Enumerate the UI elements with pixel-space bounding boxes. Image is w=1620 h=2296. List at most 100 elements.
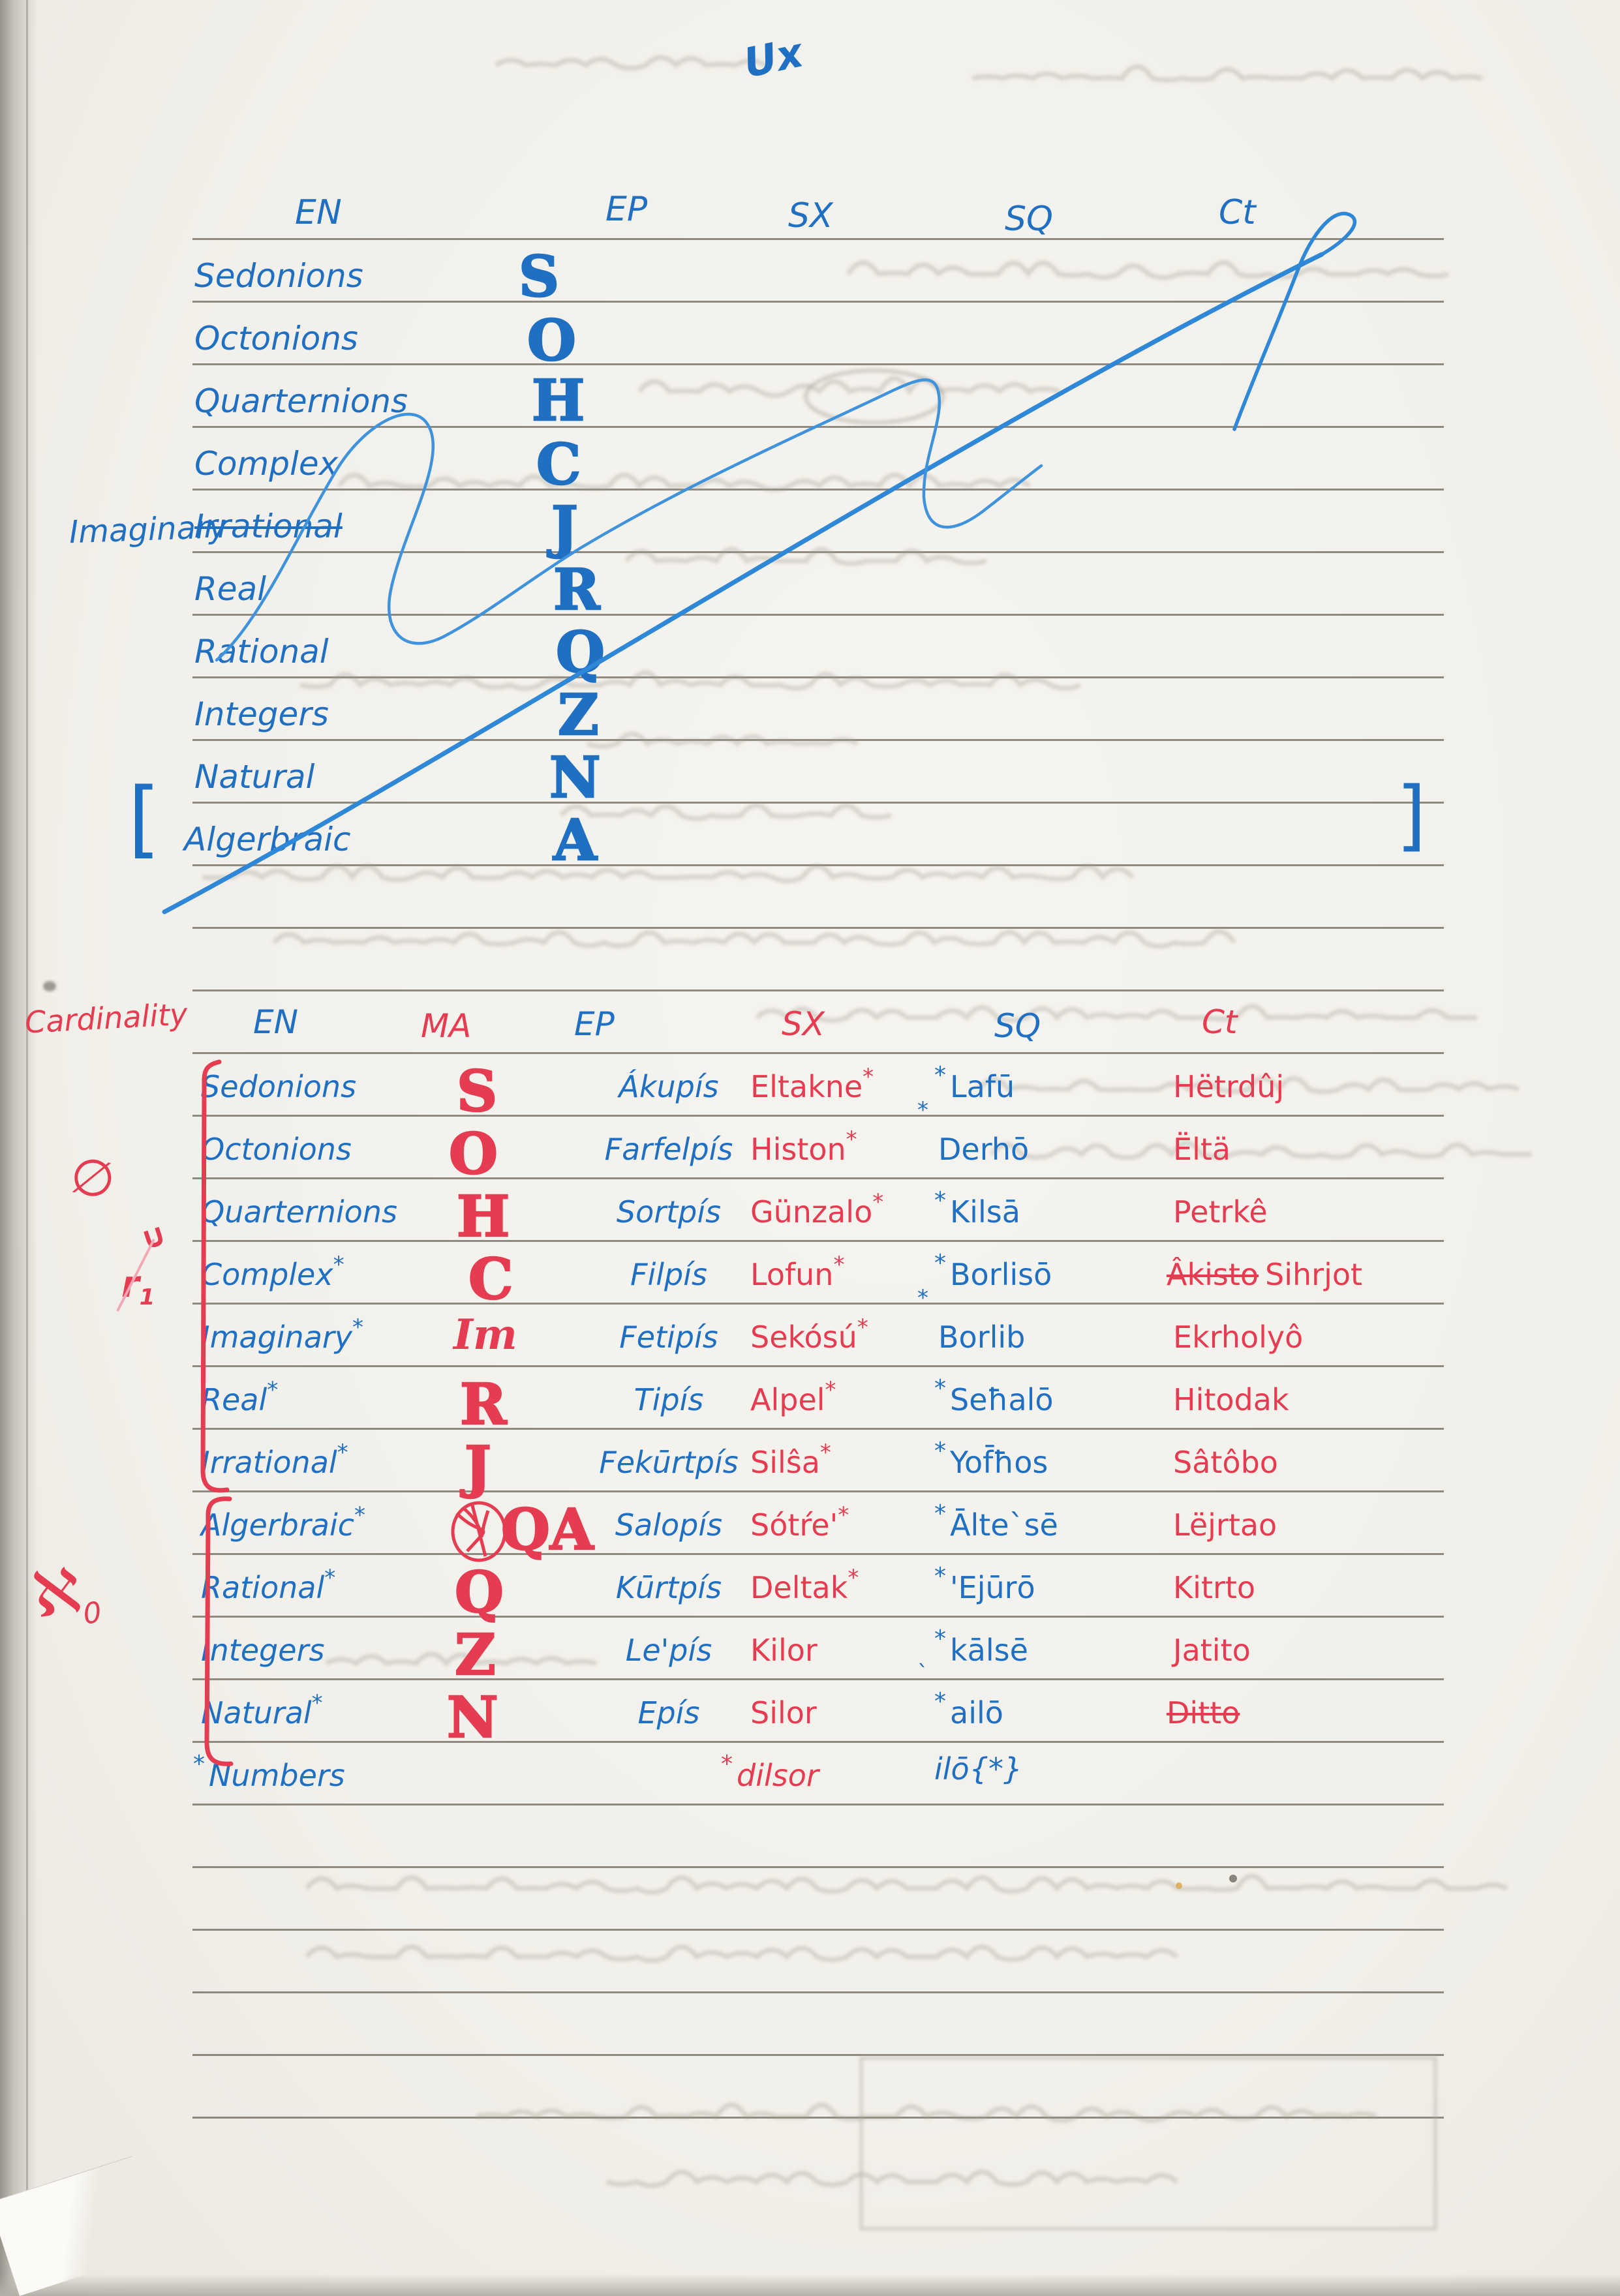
row-ep: Fekūrtpís: [599, 1445, 739, 1480]
row-label: Complex: [194, 445, 339, 483]
row-symbol: S: [518, 244, 560, 310]
row-symbol: A: [553, 808, 598, 873]
cardinality-bracket-upper: [200, 1059, 230, 1493]
row-sx: Lofun*: [750, 1252, 845, 1292]
row-symbol: O: [527, 308, 577, 374]
row-sq: Borlib: [938, 1320, 1026, 1355]
table-row: Sedonions S Ákupís Eltakne* * Lafū * Hëtrdûj: [0, 1062, 1620, 1134]
row-ep: Sortpís: [616, 1194, 722, 1230]
row-ma: C: [468, 1250, 514, 1308]
row-sq: * Ālte`sē: [934, 1500, 1058, 1543]
margin-slash: [116, 1239, 155, 1312]
row-ep: Farfelpís: [604, 1132, 733, 1167]
cardinality-bracket-lower: [204, 1496, 234, 1766]
row-ct: Ekrholyô: [1173, 1320, 1304, 1355]
row-ct: Âkisto Sihrjot: [1167, 1257, 1363, 1292]
t2-header-ep: EP: [574, 1005, 615, 1043]
table-row: Sedonions S: [0, 248, 1620, 322]
footnote-en: * Numbers: [193, 1753, 345, 1791]
row-label: Rational: [194, 633, 329, 671]
smudge-dot: [43, 981, 56, 991]
row-sq: * Seħalō: [934, 1375, 1054, 1417]
diagonal-loop: [1232, 211, 1356, 431]
row-symbol: R: [553, 557, 601, 623]
r1-subscript: 1: [139, 1284, 155, 1311]
t1-header-sx: SX: [788, 196, 833, 235]
row-sq: * kālsē `: [917, 1625, 1028, 1687]
row-ep: Salopís: [615, 1507, 723, 1543]
page-edge-crease: [26, 0, 28, 2296]
row-en: Octonions: [201, 1132, 352, 1167]
row-ma-symbol: H: [456, 1184, 511, 1250]
row-sq: * 'Ejūrō: [934, 1563, 1035, 1605]
row-ct: Petrkê: [1173, 1194, 1268, 1230]
row-ep: Filpís: [630, 1257, 707, 1292]
table-row: Complex* C Filpís Lofun* * Borlisō * Âkisto Sihr…: [0, 1250, 1620, 1322]
row-ma-symbol: N: [446, 1685, 499, 1751]
row-en: Imaginary*: [201, 1314, 364, 1355]
row-label: Integers: [194, 695, 329, 733]
ruled-lines: [192, 177, 1444, 2119]
table-row: Octonions O Farfelpís Histon* Derhō Ëltä: [0, 1125, 1620, 1197]
row-ma: Q: [454, 1563, 505, 1622]
row-ma-symbol: Q: [454, 1560, 505, 1625]
row-ma-symbol: Z: [454, 1622, 497, 1688]
row-label: Natural: [194, 758, 315, 796]
row-en: Real*: [201, 1377, 279, 1417]
t1-header-ep: EP: [605, 190, 648, 229]
row-symbol: N: [549, 745, 602, 811]
t2-header-ma: MA: [421, 1007, 472, 1045]
table-row: Integers Z Le'pís Kilor * kālsē ` Jatito: [0, 1625, 1620, 1698]
row-ma: J: [464, 1438, 492, 1496]
row-ep: Ákupís: [619, 1069, 719, 1104]
row-ep: Fetipís: [619, 1320, 718, 1355]
footnote-row: * Numbers * dilsor ilō{*}: [0, 1753, 1620, 1823]
row-ct: Hitodak: [1173, 1382, 1289, 1417]
row-ct: Ëltä: [1173, 1132, 1231, 1167]
row-ma: O: [448, 1125, 499, 1183]
row-en: Irrational*: [201, 1440, 348, 1480]
row-ma-symbol: J: [464, 1434, 492, 1500]
row-sx: Sótŕe'*: [750, 1502, 849, 1543]
footnote-sx-word: dilsor: [737, 1758, 819, 1793]
row-ct: Kitrto: [1173, 1570, 1256, 1605]
row-symbol: H: [531, 368, 586, 434]
t2-header-sq: SQ: [994, 1007, 1041, 1045]
row-ep: Kūrtpís: [615, 1570, 722, 1605]
table-row: Real* R Tipís Alpel* * Seħalō Hitodak: [0, 1375, 1620, 1447]
row-symbol: J: [551, 494, 579, 560]
bracket-close: ]: [1396, 770, 1427, 860]
row-label: Algerbraic: [184, 821, 351, 858]
t2-header-sx: SX: [782, 1005, 825, 1043]
table-row: Irrational* J Fekūrtpís Silŝa* * Yof̄ħos Sâtôb…: [0, 1438, 1620, 1510]
row-sx: Kilor: [750, 1633, 818, 1668]
table-row: Imaginary* Im Fetipís Sekósú* Borlib Ekrholyô: [0, 1314, 1620, 1385]
row-ma: S: [456, 1063, 498, 1121]
row-en: Sedonions: [201, 1069, 357, 1104]
table-row: Octonions O: [0, 312, 1620, 385]
table-row: Rational* Q Kūrtpís Deltak* * 'Ejūrō Kitrto: [0, 1563, 1620, 1635]
scribble-over-q: [451, 1501, 507, 1562]
row-ma-symbol: A: [549, 1497, 594, 1563]
row-sx: Silŝa*: [750, 1440, 831, 1480]
row-en: Quarternions: [201, 1194, 397, 1230]
row-ct: Ditto: [1167, 1695, 1240, 1730]
row-sq: * Lafū *: [917, 1062, 1015, 1123]
row-ep: Le'pís: [625, 1633, 712, 1668]
row-en: Algerbraic*: [201, 1502, 366, 1543]
row-ma-symbol: C: [468, 1246, 514, 1312]
t1-header-sq: SQ: [1005, 200, 1053, 239]
bottom-shadow: [0, 2274, 1620, 2296]
row-ct: Lëjrtao: [1173, 1507, 1277, 1543]
row-ma-symbol: O: [448, 1121, 499, 1187]
row-ep: Epís: [637, 1695, 700, 1730]
t2-header-ct: Ct: [1202, 1003, 1238, 1041]
table-row: Real R: [0, 561, 1620, 635]
t1-header-ct: Ct: [1219, 193, 1256, 232]
row-ma: R: [459, 1376, 508, 1434]
row-ma-scribbled: Q: [500, 1497, 551, 1563]
footnote-star: *: [193, 1751, 205, 1777]
row-en: Natural*: [201, 1690, 323, 1730]
table-row: Irrational J: [0, 498, 1620, 573]
t2-header-en: EN: [253, 1003, 298, 1041]
